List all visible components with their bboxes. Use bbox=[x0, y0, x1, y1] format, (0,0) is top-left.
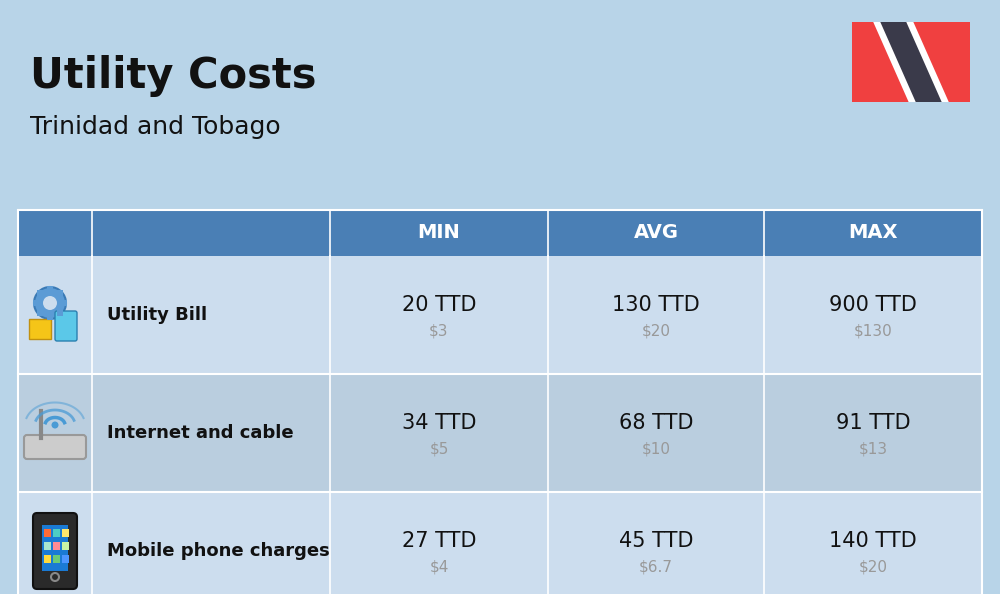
Text: MIN: MIN bbox=[418, 223, 460, 242]
Bar bbox=[42, 525, 68, 571]
Text: 68 TTD: 68 TTD bbox=[619, 413, 693, 433]
Text: Mobile phone charges: Mobile phone charges bbox=[107, 542, 330, 560]
Bar bbox=[18, 374, 982, 492]
Text: Internet and cable: Internet and cable bbox=[107, 424, 294, 442]
Text: 140 TTD: 140 TTD bbox=[829, 531, 917, 551]
Circle shape bbox=[52, 422, 58, 428]
Bar bbox=[852, 22, 970, 102]
Bar bbox=[44, 555, 51, 563]
Bar bbox=[57, 310, 63, 316]
Text: 91 TTD: 91 TTD bbox=[836, 413, 910, 433]
Circle shape bbox=[34, 287, 66, 319]
Bar bbox=[53, 555, 60, 563]
Bar bbox=[62, 529, 69, 537]
Text: $130: $130 bbox=[854, 324, 892, 339]
Text: $4: $4 bbox=[429, 560, 449, 574]
Bar bbox=[62, 542, 69, 550]
Bar bbox=[53, 529, 60, 537]
Bar bbox=[29, 319, 51, 339]
Text: Utility Bill: Utility Bill bbox=[107, 306, 207, 324]
Bar bbox=[53, 542, 60, 550]
Text: 900 TTD: 900 TTD bbox=[829, 295, 917, 315]
Bar bbox=[33, 300, 39, 306]
Text: $6.7: $6.7 bbox=[639, 560, 673, 574]
Bar bbox=[18, 256, 982, 374]
Bar bbox=[44, 542, 51, 550]
Bar bbox=[57, 290, 63, 296]
Circle shape bbox=[43, 296, 57, 310]
Bar bbox=[47, 286, 53, 292]
FancyBboxPatch shape bbox=[33, 513, 77, 589]
Bar bbox=[47, 314, 53, 320]
FancyBboxPatch shape bbox=[24, 435, 86, 459]
Text: $10: $10 bbox=[642, 441, 670, 457]
Text: Trinidad and Tobago: Trinidad and Tobago bbox=[30, 115, 281, 139]
Bar bbox=[18, 492, 982, 594]
FancyBboxPatch shape bbox=[55, 311, 77, 341]
Bar bbox=[61, 300, 67, 306]
Polygon shape bbox=[873, 22, 949, 102]
Text: AVG: AVG bbox=[634, 223, 678, 242]
Bar bbox=[62, 555, 69, 563]
Text: 20 TTD: 20 TTD bbox=[402, 295, 476, 315]
Bar bbox=[37, 310, 43, 316]
Polygon shape bbox=[880, 22, 942, 102]
Text: $3: $3 bbox=[429, 324, 449, 339]
Text: $13: $13 bbox=[858, 441, 888, 457]
Bar bbox=[44, 529, 51, 537]
Bar bbox=[18, 210, 982, 256]
Text: MAX: MAX bbox=[848, 223, 898, 242]
Text: $5: $5 bbox=[429, 441, 449, 457]
Text: 34 TTD: 34 TTD bbox=[402, 413, 476, 433]
Text: $20: $20 bbox=[642, 324, 670, 339]
Text: $20: $20 bbox=[858, 560, 888, 574]
Text: 45 TTD: 45 TTD bbox=[619, 531, 693, 551]
Text: 130 TTD: 130 TTD bbox=[612, 295, 700, 315]
Text: Utility Costs: Utility Costs bbox=[30, 55, 316, 97]
Bar bbox=[37, 290, 43, 296]
Text: 27 TTD: 27 TTD bbox=[402, 531, 476, 551]
